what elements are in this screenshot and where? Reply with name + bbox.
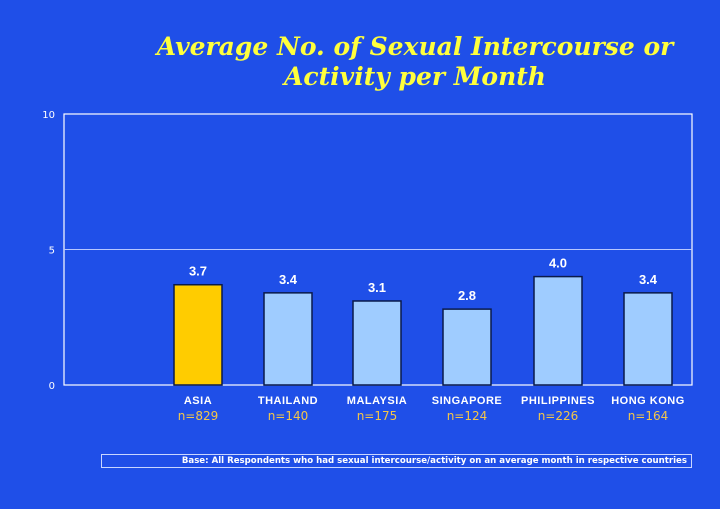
data-label: 3.7 — [189, 264, 207, 279]
data-label: 2.8 — [458, 288, 476, 303]
sample-size-label: n=164 — [628, 409, 669, 423]
category-label: SINGAPORE — [432, 395, 503, 407]
bar — [352, 300, 402, 386]
sample-size-label: n=140 — [268, 409, 309, 423]
data-label: 3.4 — [279, 272, 298, 287]
bar — [173, 283, 223, 386]
category-label: HONG KONG — [611, 395, 685, 407]
chart-title-line-2: Activity per Month — [284, 62, 546, 91]
base-footnote: Base: All Respondents who had sexual int… — [101, 454, 692, 468]
data-label: 3.1 — [368, 280, 386, 295]
sample-size-label: n=226 — [538, 409, 579, 423]
y-tick-label: 0 — [49, 381, 55, 392]
bar — [263, 292, 313, 386]
sample-size-label: n=175 — [357, 409, 398, 423]
y-tick-label: 5 — [49, 246, 55, 257]
data-label: 3.4 — [639, 272, 658, 287]
category-label: PHILIPPINES — [521, 395, 595, 407]
bar — [623, 292, 673, 386]
bar — [442, 308, 492, 386]
sample-size-label: n=124 — [447, 409, 488, 423]
category-label: ASIA — [184, 395, 212, 407]
sample-size-label: n=829 — [178, 409, 219, 423]
category-label: THAILAND — [258, 395, 318, 407]
data-label: 4.0 — [549, 256, 567, 271]
chart-title: Average No. of Sexual Intercourse or Act… — [150, 32, 680, 92]
category-label: MALAYSIA — [347, 395, 407, 407]
chart-title-line-1: Average No. of Sexual Intercourse or — [156, 32, 674, 61]
y-tick-label: 10 — [42, 110, 55, 121]
bar — [533, 275, 583, 386]
